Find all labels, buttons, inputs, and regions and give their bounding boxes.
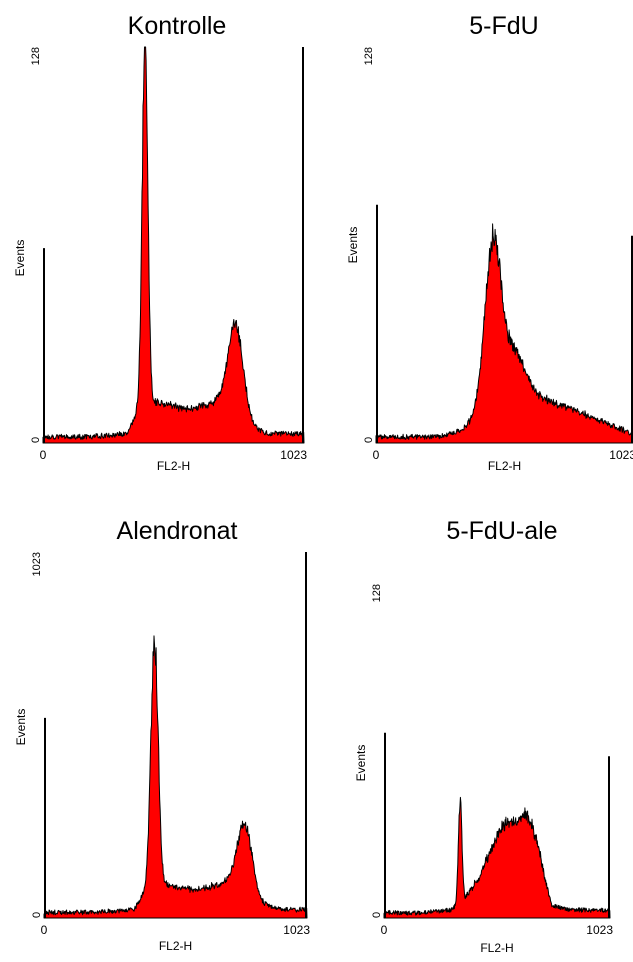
- y-tick-label: 0: [363, 437, 375, 443]
- x-tick-label: 1023: [283, 923, 310, 937]
- y-tick-label: 128: [30, 47, 42, 65]
- histogram-kontrolle: Kontrolle 0 128 0 1023 FL2-H Events: [0, 0, 316, 481]
- histogram-area: [42, 46, 305, 444]
- y-tick-label: 128: [363, 47, 375, 65]
- histogram-alendronat: Alendronat 0 1023 0 1023 FL2-H Events: [0, 481, 316, 962]
- chart-title: Kontrolle: [127, 12, 227, 40]
- y-tick-label: 0: [31, 912, 43, 918]
- x-axis-label: FL2-H: [488, 459, 521, 473]
- chart-plot: 0 128 0 1023 FL2-H Events: [13, 46, 307, 473]
- x-tick-label: 1023: [609, 448, 633, 462]
- chart-plot: 0 128 0 1023 FL2-H Events: [346, 47, 633, 473]
- y-axis-label: Events: [14, 709, 28, 746]
- histogram-area: [383, 796, 611, 919]
- histogram-5-fdu: 5-FdU 0 128 0 1023 FL2-H Events: [316, 0, 633, 481]
- x-axis-label: FL2-H: [480, 941, 513, 955]
- chart-title: Alendronat: [116, 517, 238, 545]
- x-tick-label: 0: [381, 923, 388, 937]
- x-axis-label: FL2-H: [159, 939, 192, 953]
- y-tick-label: 1023: [31, 552, 43, 576]
- y-axis-label: Events: [346, 227, 360, 264]
- y-axis-label: Events: [13, 240, 27, 277]
- x-axis-label: FL2-H: [157, 459, 190, 473]
- x-tick-label: 1023: [280, 448, 307, 462]
- histogram-area: [375, 223, 633, 444]
- x-tick-label: 0: [373, 448, 380, 462]
- y-axis-label: Events: [354, 745, 368, 782]
- y-tick-label: 0: [371, 912, 383, 918]
- x-tick-label: 0: [40, 448, 47, 462]
- x-tick-label: 1023: [586, 923, 613, 937]
- chart-plot: 0 128 0 1023 FL2-H Events: [354, 584, 613, 955]
- histogram-5-fdu-ale: 5-FdU-ale 0 128 0 1023 FL2-H Events: [316, 481, 633, 962]
- x-tick-label: 0: [41, 923, 48, 937]
- chart-plot: 0 1023 0 1023 FL2-H Events: [14, 552, 310, 953]
- y-tick-label: 0: [30, 437, 42, 443]
- y-tick-label: 128: [371, 584, 383, 602]
- chart-title: 5-FdU: [469, 12, 539, 40]
- chart-title: 5-FdU-ale: [446, 517, 558, 545]
- histogram-area: [43, 635, 308, 919]
